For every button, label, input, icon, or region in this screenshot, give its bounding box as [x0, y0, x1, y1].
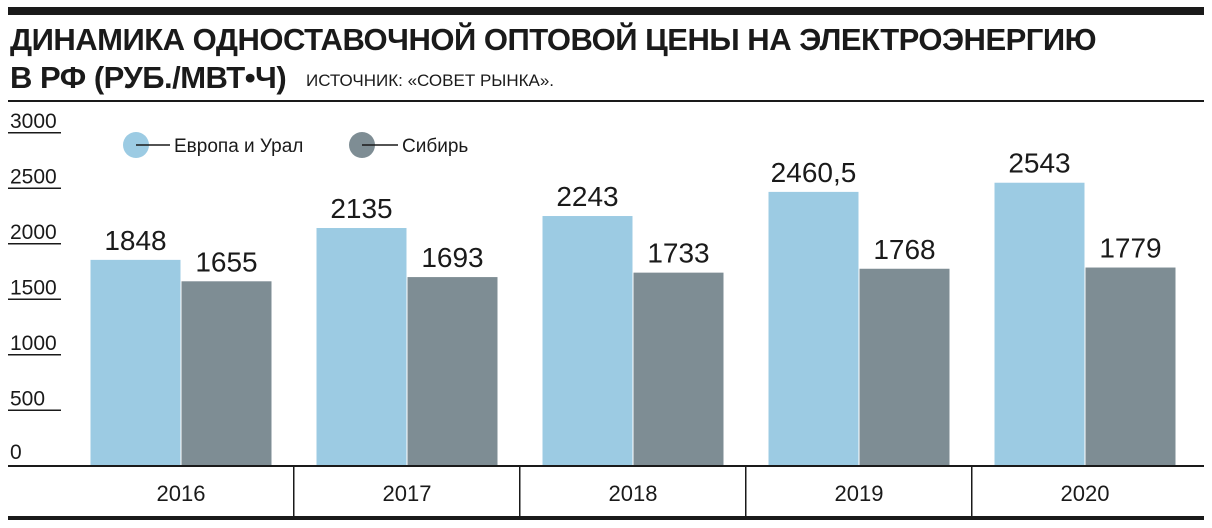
bar-siberia-2018	[633, 272, 724, 465]
data-label: 1779	[1099, 233, 1161, 264]
bar-siberia-2016	[181, 281, 272, 465]
y-tick-rule	[8, 409, 61, 411]
legend-item-europe: Европа и Урал	[123, 132, 303, 158]
y-tick-label: 1500	[10, 277, 57, 300]
data-label: 1768	[873, 234, 935, 265]
bar-siberia-2017	[407, 277, 498, 465]
y-tick-label: 0	[10, 441, 22, 464]
y-tick-label: 1000	[10, 332, 57, 355]
y-tick-label: 500	[10, 388, 45, 411]
y-tick-label: 2500	[10, 166, 57, 189]
data-label: 1733	[647, 238, 709, 269]
data-label: 2543	[1008, 148, 1070, 179]
legend-label-siberia: Сибирь	[402, 136, 468, 157]
chart-title-line1: ДИНАМИКА ОДНОСТАВОЧНОЙ ОПТОВОЙ ЦЕНЫ НА Э…	[10, 21, 1096, 57]
x-tick-label: 2017	[383, 481, 432, 506]
bar-siberia-2020	[1085, 267, 1176, 465]
x-band-separator	[745, 467, 747, 517]
y-tick-rule	[8, 243, 61, 245]
x-tick-label: 2019	[835, 481, 884, 506]
bar-europe-2016	[90, 259, 181, 465]
data-label: 2243	[556, 181, 618, 212]
bar-europe-2019	[768, 191, 859, 465]
x-tick-label: 2020	[1061, 481, 1110, 506]
x-tick-label: 2018	[609, 481, 658, 506]
baseline-rule	[8, 465, 1204, 467]
bars: 1848 1655 2135 1693 2243 1733 2460,5 1768 2543 17…	[90, 148, 1176, 466]
bar-siberia-2019	[859, 268, 950, 465]
y-tick-rule	[8, 354, 61, 356]
bottom-rule	[8, 516, 1204, 520]
legend-item-siberia: Сибирь	[349, 132, 468, 158]
x-band-separator	[971, 467, 973, 517]
legend: Европа и Урал Сибирь	[123, 132, 468, 158]
title-rule	[8, 100, 1204, 102]
x-tick-label: 2016	[157, 481, 206, 506]
y-tick-rule	[8, 187, 61, 189]
legend-label-europe: Европа и Урал	[174, 136, 303, 157]
data-label: 2135	[330, 193, 392, 224]
y-axis: 0 500 1000 1500 2000 2500 3000	[8, 110, 61, 464]
y-tick-rule	[8, 132, 61, 134]
x-axis: 2016 2017 2018 2019 2020	[157, 467, 1110, 517]
source-note: ИСТОЧНИК: «СОВЕТ РЫНКА».	[306, 71, 554, 90]
top-rule	[8, 7, 1204, 15]
data-label: 1655	[195, 246, 257, 277]
data-label: 1693	[421, 242, 483, 273]
x-band-separator	[293, 467, 295, 517]
data-label: 2460,5	[771, 157, 857, 188]
chart-title-line2: В РФ (РУБ./МВТ•Ч)	[10, 60, 286, 95]
y-tick-rule	[8, 298, 61, 300]
y-tick-label: 3000	[10, 110, 57, 133]
y-tick-label: 2000	[10, 221, 57, 244]
bar-europe-2018	[542, 216, 633, 465]
bar-europe-2017	[316, 228, 407, 465]
bar-europe-2020	[994, 182, 1085, 466]
data-label: 1848	[104, 225, 166, 256]
x-band-separator	[519, 467, 521, 517]
